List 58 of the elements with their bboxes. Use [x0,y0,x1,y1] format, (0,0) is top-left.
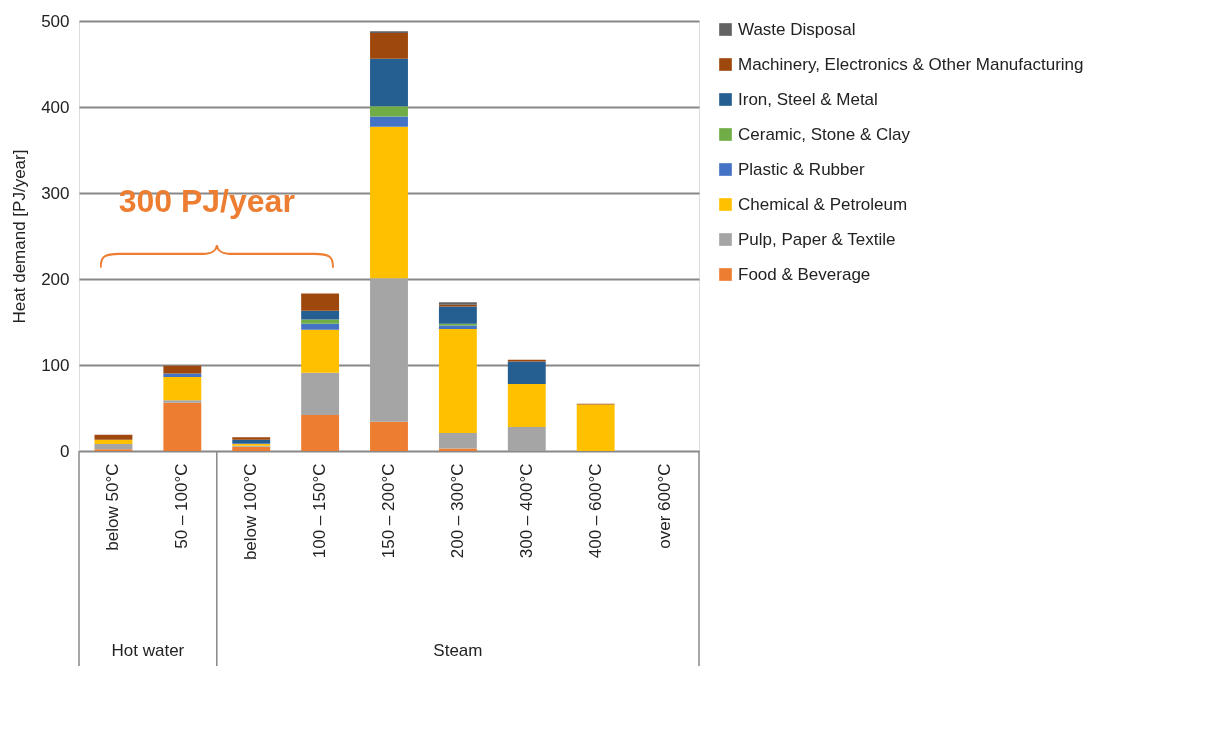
bar [370,58,408,107]
legend-label: Chemical & Petroleum [738,194,908,214]
bar [301,414,340,451]
bar [94,434,133,440]
bar [438,448,477,451]
legend-label: Machinery, Electronics & Other Manufacturing [738,54,1084,74]
x-tick-label: 100 – 150°C [310,463,330,559]
bar [232,437,271,440]
bar [301,372,340,415]
bar [94,439,133,445]
x-tick-label: 200 – 300°C [447,463,467,559]
bar [370,106,408,117]
bar [94,444,133,450]
x-tick-label: below 100°C [241,463,261,561]
annotation: 300 PJ/year [118,182,295,219]
x-tick-label: 400 – 600°C [585,463,605,559]
y-tick-label: 0 [60,441,70,461]
bar [301,293,340,311]
text: Steam [433,641,483,660]
bar [507,383,546,427]
x-tick-label: 300 – 400°C [516,463,536,559]
y-tick-label: 300 [41,183,70,203]
bar [232,446,271,451]
legend-label: Waste Disposal [738,19,856,39]
y-axis-title: Heat demand [PJ/year] [10,149,30,324]
text: Hot water [111,641,185,660]
bar [507,361,546,384]
bar [301,310,340,320]
bar [370,421,408,451]
x-tick-label: over 600°C [654,463,674,549]
bar [163,402,202,451]
bar [438,328,477,433]
bar [370,33,408,59]
bar [507,426,546,451]
bar [370,278,408,422]
bar [163,365,202,374]
bar [438,432,477,449]
legend-label: Ceramic, Stone & Clay [738,124,911,144]
bar [301,323,340,330]
x-tick-label: below 50°C [103,463,123,551]
y-tick-label: 500 [41,11,70,31]
bar [438,306,477,324]
legend-label: Food & Beverage [738,264,871,284]
legend-label: Plastic & Rubber [738,159,865,179]
bar [370,126,408,279]
bar [370,116,408,127]
bar [301,319,340,324]
bar [163,400,202,403]
bar [301,329,340,373]
legend-label: Pulp, Paper & Textile [738,229,896,249]
x-tick-label: 50 – 100°C [172,463,192,549]
bar [163,377,202,401]
bar [576,404,615,451]
legend-label: Iron, Steel & Metal [738,89,878,109]
y-tick-label: 200 [41,269,70,289]
y-tick-label: 100 [41,355,70,375]
x-tick-label: 150 – 200°C [379,463,398,559]
y-tick-label: 400 [41,97,70,117]
